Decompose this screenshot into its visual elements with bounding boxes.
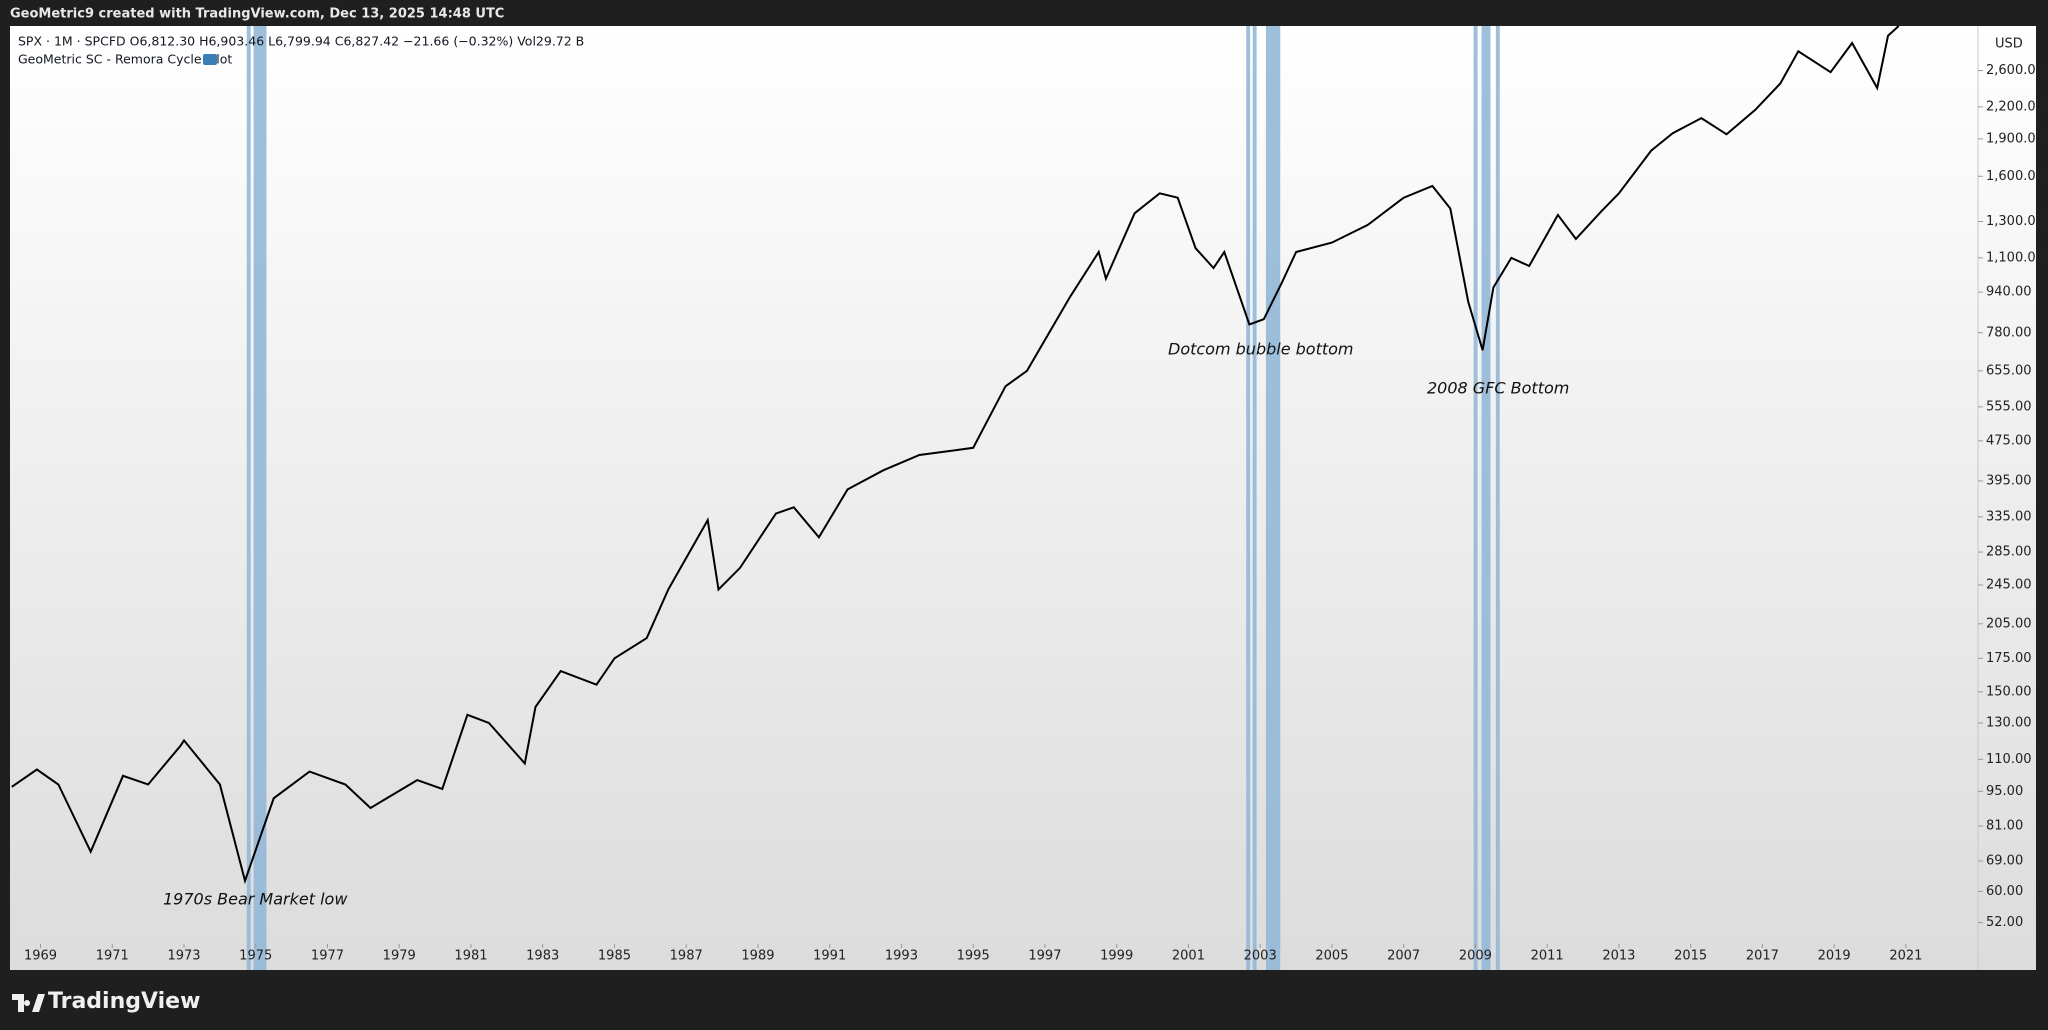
y-tick-label: 52.00 [1986, 915, 2023, 930]
plot [11, 25, 1900, 970]
x-tick-label: 1979 [383, 949, 416, 964]
y-tick-label: 2,600.00 [1986, 63, 2044, 78]
x-tick-label: 2007 [1387, 949, 1420, 964]
y-tick-label: 335.00 [1986, 509, 2032, 524]
y-tick-label: 1,600.00 [1986, 169, 2044, 184]
y-tick-label: 285.00 [1986, 545, 2032, 560]
cycle-band [1495, 26, 1500, 970]
indicator-legend: GeoMetric SC - Remora Cycle Pilot [18, 52, 232, 67]
currency: USD [1995, 37, 2023, 52]
y-tick-label: 555.00 [1986, 399, 2032, 414]
x-tick-label: 1989 [741, 949, 774, 964]
x-tick-label: 2009 [1459, 949, 1492, 964]
x-tick-label: 1987 [670, 949, 703, 964]
annotation: 1970s Bear Market low [163, 890, 348, 909]
x-tick-label: 1999 [1100, 949, 1133, 964]
x-tick-label: 1985 [598, 949, 631, 964]
y-tick-label: 130.00 [1986, 716, 2032, 731]
x-tick-label: 2017 [1746, 949, 1779, 964]
y-tick-label: 780.00 [1986, 325, 2032, 340]
chart-frame [10, 26, 2036, 970]
annotation: 2008 GFC Bottom [1427, 379, 1569, 398]
y-tick-label: 940.00 [1986, 285, 2032, 300]
header: GeoMetric9 created with TradingView.com,… [10, 7, 504, 22]
x-tick-label: 1971 [96, 949, 129, 964]
cycle-band [246, 26, 251, 970]
x-tick-label: 1993 [885, 949, 918, 964]
x-tick-label: 1991 [813, 949, 846, 964]
cycle-band [1252, 26, 1257, 970]
y-tick-label: 475.00 [1986, 433, 2032, 448]
x-tick-label: 1973 [167, 949, 200, 964]
x-tick-label: 2019 [1818, 949, 1851, 964]
x-tick-label: 2001 [1172, 949, 1205, 964]
x-tick-label: 2003 [1244, 949, 1277, 964]
x-tick-label: 2021 [1889, 949, 1922, 964]
x-tick-label: 1983 [526, 949, 559, 964]
indicator-icon [203, 54, 217, 65]
x-tick-label: 1975 [239, 949, 272, 964]
y-tick-label: 655.00 [1986, 363, 2032, 378]
y-tick-label: 60.00 [1986, 884, 2023, 899]
x-tick-label: 1969 [24, 949, 57, 964]
y-tick-label: 2,200.00 [1986, 99, 2044, 114]
x-tick-label: 1997 [1028, 949, 1061, 964]
cycle-band [1473, 26, 1478, 970]
logo-mark [12, 994, 45, 1012]
y-tick-label: 95.00 [1986, 784, 2023, 799]
cycle-band [1246, 26, 1251, 970]
y-tick-label: 81.00 [1986, 819, 2023, 834]
x-tick-label: 2015 [1674, 949, 1707, 964]
symbol-legend: SPX · 1M · SPCFD O6,812.30 H6,903.46 L6,… [18, 34, 584, 49]
x-tick-label: 2011 [1531, 949, 1564, 964]
y-tick-label: 205.00 [1986, 616, 2032, 631]
price-line [11, 25, 1900, 885]
y-tick-label: 1,100.00 [1986, 250, 2044, 265]
y-tick-label: 69.00 [1986, 853, 2023, 868]
y-tick-label: 175.00 [1986, 651, 2032, 666]
logo-text: TradingView [48, 989, 200, 1014]
cycle-band [253, 26, 267, 970]
x-tick-label: 1977 [311, 949, 344, 964]
y-tick-label: 110.00 [1986, 752, 2032, 767]
y-tick-label: 245.00 [1986, 577, 2032, 592]
x-tick-label: 2013 [1602, 949, 1635, 964]
x-tick-label: 1981 [454, 949, 487, 964]
y-tick-label: 1,900.00 [1986, 131, 2044, 146]
annotation: Dotcom bubble bottom [1168, 340, 1354, 359]
cycle-band [1265, 26, 1281, 970]
cycle-band [1481, 26, 1491, 970]
x-tick-label: 1995 [957, 949, 990, 964]
y-tick-label: 1,300.00 [1986, 214, 2044, 229]
x-tick-label: 2005 [1315, 949, 1348, 964]
y-tick-label: 150.00 [1986, 684, 2032, 699]
y-tick-label: 395.00 [1986, 473, 2032, 488]
